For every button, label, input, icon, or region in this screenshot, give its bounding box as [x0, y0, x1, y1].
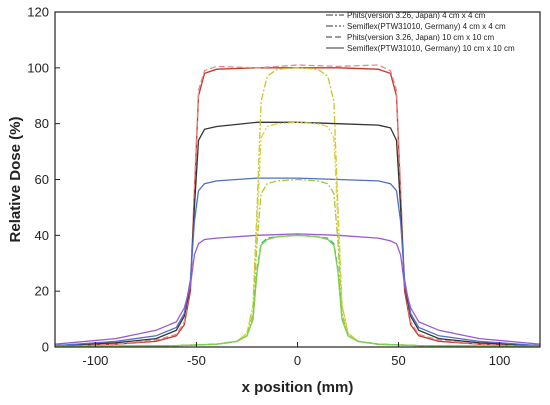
- legend: Phits(version 3.26, Japan) 4 cm x 4 cm Se…: [326, 11, 515, 53]
- x-tick-label: -100: [82, 353, 108, 368]
- legend-label: Phits(version 3.26, Japan) 10 cm x 10 cm: [347, 33, 495, 42]
- legend-label: Phits(version 3.26, Japan) 4 cm x 4 cm: [347, 11, 486, 20]
- legend-label: Semiflex(PTW31010, Germany) 10 cm x 10 c…: [347, 44, 515, 53]
- y-tick-label: 80: [35, 116, 49, 131]
- y-tick-label: 120: [27, 5, 49, 20]
- series-line-2: [54, 64, 541, 347]
- series-layer: [54, 64, 541, 348]
- series-line-7: [54, 121, 541, 348]
- x-tick-label: 50: [391, 353, 405, 368]
- y-axis-title: Relative Dose (%): [7, 117, 24, 243]
- series-line-5: [54, 233, 541, 345]
- y-tick-label: 20: [35, 284, 49, 299]
- series-line-10: [54, 234, 541, 348]
- y-tick-label: 100: [27, 60, 49, 75]
- x-tick-label: 100: [489, 353, 511, 368]
- x-tick-label: 0: [294, 353, 301, 368]
- series-line-8: [54, 178, 541, 348]
- series-line-9: [54, 234, 541, 348]
- y-tick-label: 60: [35, 172, 49, 187]
- series-line-6: [54, 67, 541, 348]
- series-line-1: [54, 67, 541, 347]
- legend-label: Semiflex(PTW31010, Germany) 4 cm x 4 cm: [347, 22, 506, 31]
- y-tick-label: 0: [42, 340, 49, 355]
- y-tick-label: 40: [35, 228, 49, 243]
- ticks-layer: -100 -50 0 50 100 0 20 40 60 80 100 120: [27, 5, 510, 369]
- x-axis-title: x position (mm): [242, 379, 354, 396]
- series-line-4: [54, 177, 541, 347]
- x-tick-label: -50: [187, 353, 206, 368]
